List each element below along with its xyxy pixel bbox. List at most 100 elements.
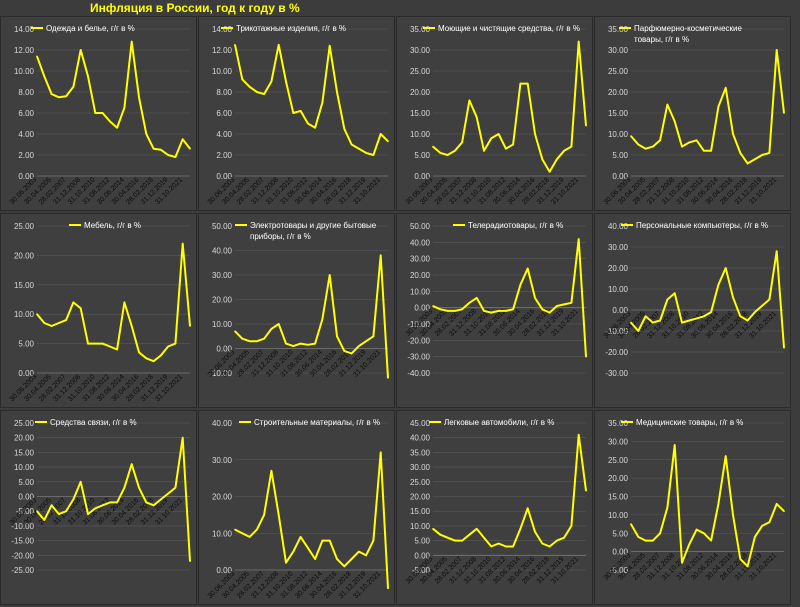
series-line bbox=[36, 436, 191, 562]
data-point bbox=[512, 308, 514, 311]
y-tick-label: -40.00 bbox=[407, 369, 430, 378]
data-point bbox=[432, 145, 434, 148]
data-point bbox=[328, 274, 331, 276]
data-point bbox=[138, 96, 140, 99]
data-point bbox=[79, 481, 82, 483]
legend-label: Телерадиотовары, г/г в % bbox=[468, 221, 563, 230]
data-point bbox=[585, 355, 587, 358]
data-point bbox=[130, 325, 133, 327]
chart-panel: 0.00 2.00 4.00 6.00 8.00 10.00 12.00 14.00 30.06… bbox=[198, 16, 395, 211]
line-chart: -5.00 0.00 5.00 10.00 15.00 20.00 25.00 30.00 35… bbox=[405, 418, 587, 585]
data-point bbox=[688, 141, 691, 144]
data-point bbox=[475, 528, 478, 530]
data-point bbox=[681, 145, 683, 148]
data-point bbox=[285, 561, 287, 564]
data-point bbox=[468, 99, 471, 102]
y-tick-label: 20.00 bbox=[608, 264, 629, 273]
line-chart: 0.002.004.006.008.0010.0012.0014.0030.06… bbox=[207, 24, 389, 206]
data-point bbox=[739, 558, 742, 560]
y-tick-label: 0.00 bbox=[414, 172, 430, 181]
data-point bbox=[739, 315, 742, 318]
y-tick-label: 20.00 bbox=[212, 296, 233, 305]
y-tick-label: 10.00 bbox=[410, 522, 431, 531]
data-point bbox=[145, 357, 148, 360]
data-point bbox=[138, 486, 140, 489]
data-point bbox=[277, 323, 280, 325]
data-point bbox=[717, 105, 720, 108]
data-point bbox=[328, 539, 331, 542]
data-point bbox=[563, 536, 565, 539]
data-point bbox=[775, 250, 778, 252]
data-point bbox=[746, 162, 749, 165]
data-point bbox=[292, 112, 295, 114]
data-point bbox=[468, 301, 471, 304]
data-point bbox=[116, 348, 118, 351]
data-point bbox=[101, 112, 104, 114]
data-point bbox=[174, 342, 177, 345]
y-tick-label: -15.00 bbox=[11, 537, 34, 546]
series-line bbox=[432, 40, 587, 173]
data-point bbox=[710, 539, 712, 542]
line-chart: 0.005.0010.0015.0020.0025.0030.0035.0030… bbox=[405, 24, 587, 206]
data-point bbox=[577, 40, 580, 43]
chart-panel: 0.00 5.00 10.00 15.00 20.00 25.00 30.00 35.00 30… bbox=[594, 16, 791, 211]
data-point bbox=[512, 545, 514, 548]
data-point bbox=[130, 40, 133, 43]
data-point bbox=[490, 311, 493, 314]
data-point bbox=[189, 147, 191, 150]
data-point bbox=[673, 120, 676, 123]
data-point bbox=[248, 536, 251, 538]
data-point bbox=[36, 313, 38, 315]
data-point bbox=[167, 345, 169, 348]
y-tick-label: 20.00 bbox=[14, 251, 35, 260]
chart-panel: -10.00 0.00 10.00 20.00 30.00 40.00 50.00 30.06… bbox=[198, 213, 395, 408]
data-point bbox=[768, 152, 771, 154]
data-point bbox=[299, 536, 302, 538]
data-point bbox=[145, 133, 148, 135]
data-point bbox=[256, 528, 258, 531]
data-point bbox=[541, 308, 544, 311]
data-point bbox=[299, 110, 302, 112]
y-tick-label: 5.00 bbox=[612, 529, 628, 538]
y-tick-label: 5.00 bbox=[414, 537, 430, 546]
data-point bbox=[534, 530, 536, 533]
data-point bbox=[285, 342, 287, 345]
series-line bbox=[36, 40, 191, 159]
data-point bbox=[101, 342, 104, 345]
line-chart: 0.005.0010.0015.0020.0025.0030.06.200330… bbox=[9, 221, 191, 403]
y-tick-label: 10.00 bbox=[14, 310, 35, 319]
data-point bbox=[387, 377, 389, 379]
y-tick-label: 25.00 bbox=[608, 456, 629, 465]
data-point bbox=[321, 101, 324, 104]
data-point bbox=[248, 340, 251, 342]
data-point bbox=[160, 148, 162, 151]
data-point bbox=[36, 510, 38, 512]
data-point bbox=[746, 565, 749, 568]
data-point bbox=[152, 360, 155, 363]
data-point bbox=[637, 330, 640, 332]
y-tick-label: 50.00 bbox=[410, 222, 431, 231]
data-point bbox=[336, 91, 338, 93]
data-point bbox=[490, 137, 493, 139]
data-point bbox=[358, 345, 360, 347]
data-point bbox=[432, 305, 434, 307]
chart-panel: 0.00 5.00 10.00 15.00 20.00 25.00 30.06.2003 30… bbox=[0, 213, 197, 408]
data-point bbox=[43, 519, 46, 521]
data-point bbox=[775, 503, 778, 505]
data-point bbox=[58, 96, 60, 99]
data-point bbox=[350, 143, 353, 146]
data-point bbox=[358, 147, 360, 150]
data-point bbox=[732, 133, 734, 135]
data-point bbox=[644, 539, 647, 542]
y-tick-label: 25.00 bbox=[608, 67, 629, 76]
data-point bbox=[79, 49, 82, 51]
data-point bbox=[505, 147, 507, 150]
data-point bbox=[570, 145, 573, 148]
data-point bbox=[50, 504, 53, 507]
legend-label: Медицинские товары, г/г в % bbox=[636, 418, 743, 427]
data-point bbox=[379, 254, 382, 257]
data-point bbox=[234, 330, 236, 333]
series-line bbox=[630, 49, 785, 165]
y-tick-label: 5.00 bbox=[414, 151, 430, 160]
data-point bbox=[783, 347, 785, 349]
